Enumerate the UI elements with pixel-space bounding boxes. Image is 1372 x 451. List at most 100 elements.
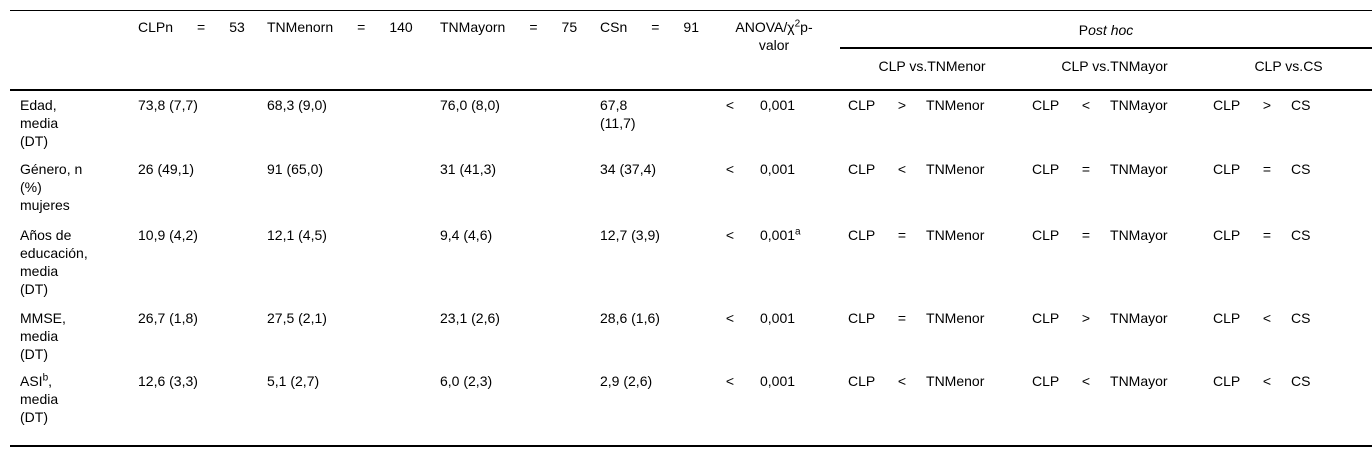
anova-p-value-header: ANOVA/χ2p-valor	[708, 10, 841, 91]
posthoc-b: TNMenor	[926, 161, 985, 177]
p-value-footnote: a	[795, 226, 801, 238]
table-header: CLPn = 53 TNMenorn = 140 TNMayorn = 75	[10, 10, 1372, 91]
value-tnmenor: 12,1 (4,5)	[267, 227, 327, 243]
value-clp: 26,7 (1,8)	[138, 310, 198, 326]
group-n: 91	[683, 19, 699, 35]
value-tnmayor: 9,4 (4,6)	[440, 227, 493, 243]
posthoc-a: CLP	[1032, 227, 1060, 243]
p-value: 0,001	[760, 97, 796, 113]
equals-sign: =	[357, 19, 366, 35]
value-cs: 67,8 (11,7)	[600, 97, 636, 131]
post-hoc-lead: P	[1078, 22, 1089, 38]
posthoc-operator: >	[1262, 97, 1272, 113]
posthoc-b: CS	[1291, 310, 1311, 326]
p-value: 0,001	[760, 310, 796, 326]
posthoc-b: TNMayor	[1110, 97, 1168, 113]
group-n: 53	[229, 19, 245, 35]
posthoc-a: CLP	[1032, 161, 1060, 177]
table-row-mmse: MMSE, media (DT) 26,7 (1,8) 27,5 (2,1) 2…	[10, 304, 1372, 367]
table-row-educacion: Años de educación, media (DT) 10,9 (4,2)…	[10, 221, 1372, 304]
value-tnmayor: 23,1 (2,6)	[440, 310, 500, 326]
value-tnmenor: 91 (65,0)	[267, 161, 324, 177]
p-value: 0,001a	[760, 226, 801, 243]
posthoc-b: CS	[1291, 227, 1311, 243]
equals-sign: =	[651, 19, 660, 35]
posthoc-b: TNMayor	[1110, 310, 1168, 326]
posthoc-b: TNMayor	[1110, 373, 1168, 389]
posthoc-a: CLP	[848, 310, 876, 326]
value-clp: 12,6 (3,3)	[138, 373, 198, 389]
value-clp: 73,8 (7,7)	[138, 97, 198, 113]
p-less-than-sign: <	[725, 161, 734, 177]
posthoc-a: CLP	[848, 373, 876, 389]
p-less-than-sign: <	[725, 310, 734, 326]
row-label: ASIb, media (DT)	[20, 372, 59, 425]
p-less-than-sign: <	[725, 227, 734, 243]
row-label: MMSE, media (DT)	[20, 310, 66, 362]
posthoc-b: CS	[1291, 97, 1311, 113]
chi-squared-exponent: 2	[794, 18, 801, 30]
p-value: 0,001	[760, 373, 796, 389]
p-less-than-sign: <	[725, 97, 734, 113]
table-row-edad: Edad, media (DT) 73,8 (7,7) 68,3 (9,0) 7…	[10, 90, 1372, 155]
row-label-header	[10, 10, 110, 91]
posthoc-a: CLP	[1032, 97, 1060, 113]
posthoc-b: TNMenor	[926, 97, 985, 113]
header-row-1: CLPn = 53 TNMenorn = 140 TNMayorn = 75	[10, 10, 1372, 91]
value-tnmayor: 31 (41,3)	[440, 161, 497, 177]
posthoc-a: CLP	[1032, 373, 1060, 389]
row-label: Años de educación, media (DT)	[20, 227, 88, 297]
value-tnmayor: 6,0 (2,3)	[440, 373, 493, 389]
post-hoc-header: Post hoc	[840, 10, 1372, 49]
posthoc-a: CLP	[1213, 97, 1241, 113]
anova-label-suffix: p-valor	[758, 19, 813, 53]
label-footnote: b	[42, 372, 49, 384]
posthoc-operator: <	[1081, 97, 1091, 113]
posthoc-a: CLP	[1213, 310, 1241, 326]
posthoc-b: TNMenor	[926, 310, 985, 326]
posthoc-a: CLP	[1213, 373, 1241, 389]
table-body: Edad, media (DT) 73,8 (7,7) 68,3 (9,0) 7…	[10, 90, 1372, 446]
posthoc-b: TNMenor	[926, 227, 985, 243]
comparison-header-clp-tnmenor: CLP vs.TNMenor	[840, 48, 1025, 91]
posthoc-operator: =	[1262, 161, 1272, 177]
value-clp: 10,9 (4,2)	[138, 227, 198, 243]
posthoc-a: CLP	[1032, 310, 1060, 326]
value-cs: 2,9 (2,6)	[600, 373, 653, 389]
group-name: TNMayorn	[440, 19, 506, 35]
posthoc-operator: =	[1081, 161, 1091, 177]
row-label: Género, n (%) mujeres	[20, 161, 83, 213]
value-cs: 12,7 (3,9)	[600, 227, 660, 243]
posthoc-b: CS	[1291, 373, 1311, 389]
value-tnmenor: 27,5 (2,1)	[267, 310, 327, 326]
posthoc-a: CLP	[848, 161, 876, 177]
anova-label: ANOVA/χ	[735, 19, 795, 35]
row-label: Edad, media (DT)	[20, 97, 59, 149]
value-tnmenor: 68,3 (9,0)	[267, 97, 327, 113]
p-value: 0,001	[760, 161, 796, 177]
posthoc-a: CLP	[848, 227, 876, 243]
group-name: CLPn	[138, 19, 174, 35]
posthoc-operator: =	[897, 227, 907, 243]
group-n: 140	[389, 19, 413, 35]
posthoc-operator: =	[1262, 227, 1272, 243]
comparison-header-clp-cs: CLP vs.CS	[1205, 48, 1372, 91]
posthoc-operator: <	[897, 373, 907, 389]
equals-sign: =	[197, 19, 206, 35]
posthoc-operator: >	[897, 97, 907, 113]
posthoc-operator: <	[1262, 373, 1272, 389]
value-cs: 34 (37,4)	[600, 161, 657, 177]
table-row-asi: ASIb, media (DT) 12,6 (3,3) 5,1 (2,7) 6,…	[10, 367, 1372, 446]
p-less-than-sign: <	[725, 373, 734, 389]
comparison-header-clp-tnmayor: CLP vs.TNMayor	[1024, 48, 1206, 91]
group-n: 75	[561, 19, 578, 35]
posthoc-b: TNMenor	[926, 373, 985, 389]
posthoc-b: CS	[1291, 161, 1311, 177]
posthoc-a: CLP	[1213, 161, 1241, 177]
posthoc-operator: =	[1081, 227, 1091, 243]
value-tnmayor: 76,0 (8,0)	[440, 97, 500, 113]
posthoc-b: TNMayor	[1110, 161, 1168, 177]
group-header-tnmenor: TNMenorn = 140	[255, 10, 430, 91]
equals-sign: =	[529, 19, 538, 35]
posthoc-operator: <	[1081, 373, 1091, 389]
